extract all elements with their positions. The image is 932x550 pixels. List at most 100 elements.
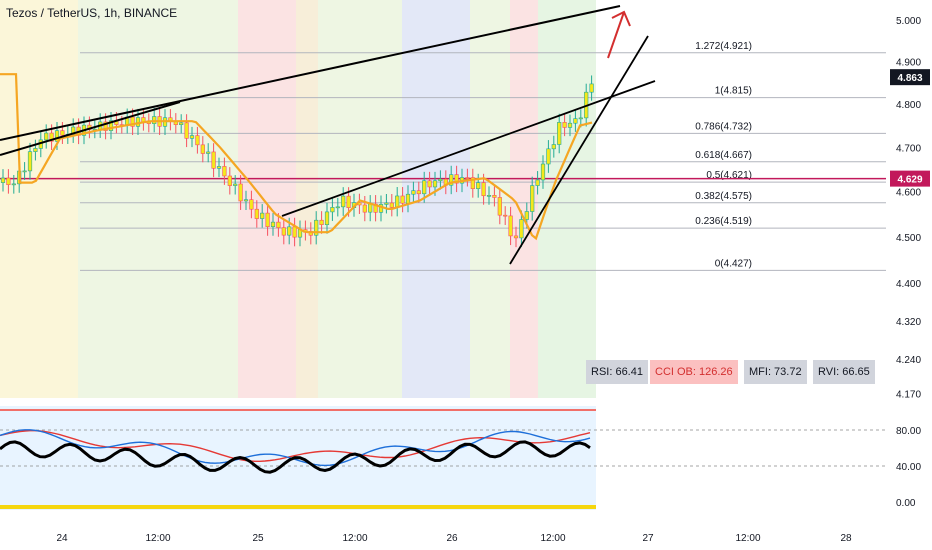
candle-body-100 xyxy=(540,163,546,181)
candle-body-77 xyxy=(416,190,421,195)
osc-red-line xyxy=(0,430,591,462)
band-3 xyxy=(296,0,318,398)
candle-body-45 xyxy=(243,199,249,202)
candle-body-75 xyxy=(405,193,411,204)
last-price-badge xyxy=(890,69,930,86)
candle-body-80 xyxy=(432,180,438,188)
cci-readout: CCI OB: 126.26 xyxy=(650,360,738,384)
band-2 xyxy=(238,0,296,398)
early-trend-line xyxy=(0,101,181,156)
key-level-label: 4.629 xyxy=(897,175,922,186)
candle-body-71 xyxy=(384,202,389,205)
price-badges: 4.863 4.629 xyxy=(890,69,930,187)
price-axis: 5.000 4.900 4.800 4.700 4.600 4.500 4.400 4.320… xyxy=(896,16,921,509)
candle-body-20 xyxy=(108,120,114,131)
rsi-readout: RSI: 66.41 xyxy=(586,360,648,384)
candle-body-79 xyxy=(427,180,432,188)
fib-label-1: 1(4.815) xyxy=(715,86,752,97)
y-tick-4: 4.600 xyxy=(896,188,921,199)
candle-body-93 xyxy=(503,214,508,217)
candle-body-43 xyxy=(233,183,238,186)
band-5 xyxy=(402,0,470,398)
candle-body-47 xyxy=(254,208,259,219)
candle-body-11 xyxy=(60,130,65,136)
candle-body-44 xyxy=(238,183,243,202)
y-tick-9: 4.170 xyxy=(896,389,921,400)
candle-body-8 xyxy=(44,132,49,141)
x-tick-2: 25 xyxy=(252,533,264,544)
candle-body-61 xyxy=(330,207,335,213)
candle-body-87 xyxy=(470,177,475,190)
candle-body-5 xyxy=(27,151,33,172)
candle-body-96 xyxy=(519,219,524,239)
candle-body-40 xyxy=(216,166,222,169)
y-tick-3: 4.700 xyxy=(896,143,921,154)
band-1 xyxy=(78,0,238,398)
moving-average xyxy=(0,73,593,241)
candle-body-91 xyxy=(492,195,497,198)
osc-y-tick-2: 0.00 xyxy=(896,498,916,509)
y-tick-6: 4.400 xyxy=(896,279,921,290)
candle-body-105 xyxy=(567,122,573,128)
chart-title: Tezos / TetherUS, 1h, BINANCE xyxy=(6,6,178,20)
candle-body-39 xyxy=(211,151,216,169)
candle-body-0 xyxy=(0,177,6,183)
x-tick-6: 27 xyxy=(642,533,654,544)
candle-body-60 xyxy=(324,211,330,225)
candle-body-102 xyxy=(551,144,556,150)
y-tick-5: 4.500 xyxy=(896,233,921,244)
osc-blue-line xyxy=(0,429,591,467)
candle-body-1 xyxy=(6,177,11,186)
candle-body-48 xyxy=(260,212,265,219)
candle-body-63 xyxy=(341,195,346,208)
candle-body-28 xyxy=(152,116,157,124)
candle-body-109 xyxy=(589,83,594,93)
rvi-readout: RVI: 66.65 xyxy=(813,360,875,384)
y-tick-1: 4.900 xyxy=(896,58,921,69)
candle-body-19 xyxy=(103,121,108,131)
candle-body-58 xyxy=(314,219,319,236)
osc-y-tick-0: 80.00 xyxy=(896,426,921,437)
candle-body-72 xyxy=(389,202,394,208)
candle-body-94 xyxy=(508,215,513,237)
candle-body-64 xyxy=(346,195,351,209)
candle-body-41 xyxy=(222,166,227,177)
fib-label-2: 0.786(4.732) xyxy=(695,121,752,132)
candle-body-53 xyxy=(287,226,292,236)
x-tick-8: 28 xyxy=(840,533,852,544)
x-tick-7: 12:00 xyxy=(735,533,760,544)
fib-label-3: 0.618(4.667) xyxy=(695,150,752,161)
candle-body-2 xyxy=(11,183,16,186)
y-tick-8: 4.240 xyxy=(896,355,921,366)
y-tick-2: 4.800 xyxy=(896,100,921,111)
candle-body-50 xyxy=(270,221,276,227)
candle-body-76 xyxy=(411,190,416,195)
candle-body-83 xyxy=(449,174,454,186)
candle-body-24 xyxy=(130,116,135,127)
candle-body-88 xyxy=(476,182,481,190)
fib-label-0: 1.272(4.921) xyxy=(695,41,752,52)
upper-trend-line xyxy=(0,5,621,141)
candle-body-92 xyxy=(497,197,502,216)
candle-body-99 xyxy=(535,179,540,186)
support-trend-line xyxy=(509,35,649,265)
candle-body-34 xyxy=(184,122,189,139)
x-tick-1: 12:00 xyxy=(145,533,170,544)
candle-body-74 xyxy=(400,195,405,204)
candle-body-67 xyxy=(362,204,367,213)
channel-upper-line xyxy=(281,80,656,217)
candle-body-95 xyxy=(513,235,519,239)
candle-body-36 xyxy=(195,135,200,146)
osc-black-line xyxy=(0,440,591,474)
fib-label-7: 0(4.427) xyxy=(715,258,752,269)
candle-body-37 xyxy=(200,144,205,154)
candlesticks xyxy=(0,73,594,248)
candle-body-10 xyxy=(54,130,60,142)
y-tick-0: 5.000 xyxy=(896,16,921,27)
mfi-readout: MFI: 73.72 xyxy=(744,360,807,384)
band-8 xyxy=(538,0,596,398)
band-0 xyxy=(0,0,78,398)
candle-body-54 xyxy=(292,226,297,238)
candle-body-33 xyxy=(179,122,184,125)
